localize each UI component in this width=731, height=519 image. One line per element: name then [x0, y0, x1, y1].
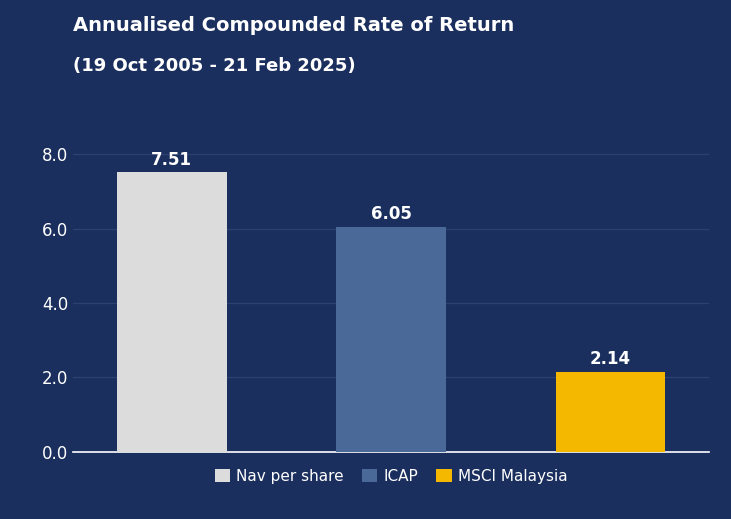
- Text: Annualised Compounded Rate of Return: Annualised Compounded Rate of Return: [73, 16, 515, 35]
- Text: (19 Oct 2005 - 21 Feb 2025): (19 Oct 2005 - 21 Feb 2025): [73, 57, 356, 75]
- Text: 2.14: 2.14: [590, 350, 631, 368]
- Bar: [556, 372, 665, 452]
- Bar: [117, 172, 227, 452]
- Text: 6.05: 6.05: [371, 205, 412, 223]
- Text: 7.51: 7.51: [151, 151, 192, 169]
- Legend: Nav per share, ICAP, MSCI Malaysia: Nav per share, ICAP, MSCI Malaysia: [208, 462, 574, 489]
- Bar: [336, 227, 446, 452]
